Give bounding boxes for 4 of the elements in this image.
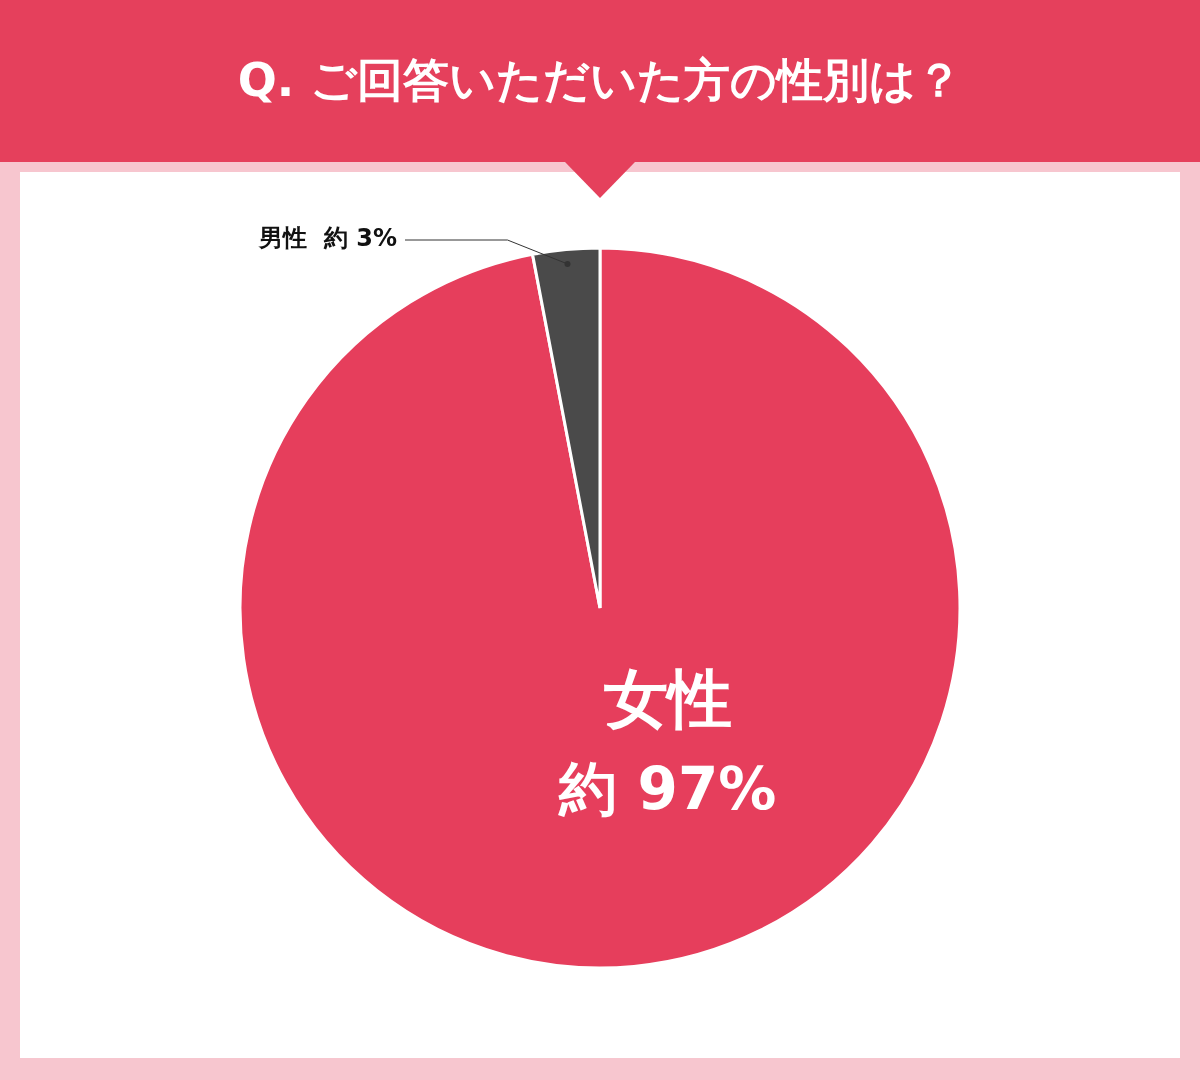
slice-label: 男性 約 3% xyxy=(258,224,397,253)
chart-title: Q. ご回答いただいた方の性別は？ xyxy=(237,52,963,109)
slice-label: 女性 xyxy=(603,661,732,736)
data-label: 約 97% xyxy=(558,755,777,824)
